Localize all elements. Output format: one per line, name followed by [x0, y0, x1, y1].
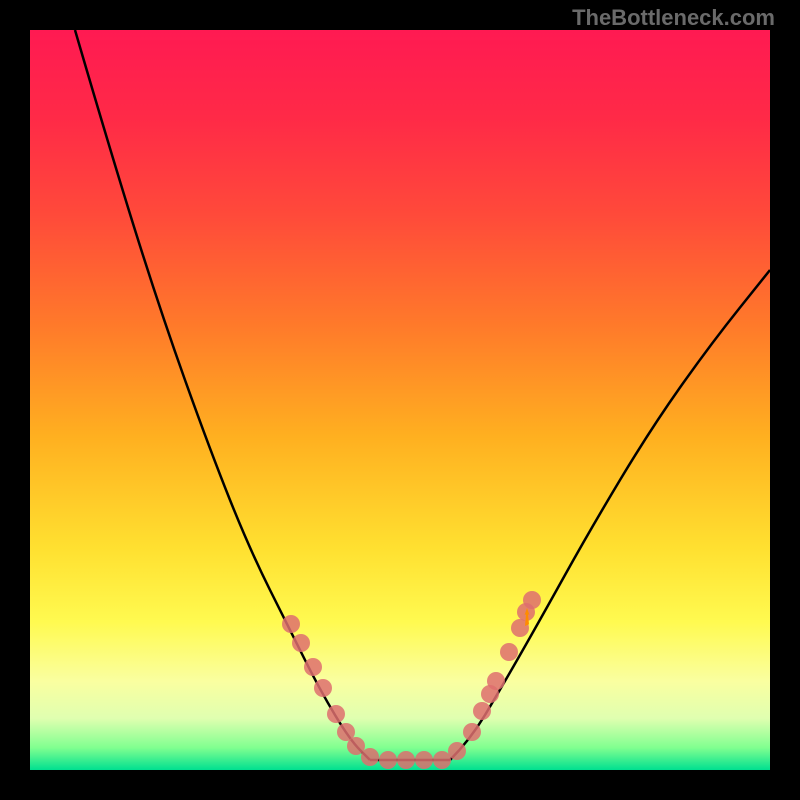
- datapoint-marker: [448, 742, 466, 760]
- chart-container: [30, 30, 770, 770]
- datapoint-marker: [500, 643, 518, 661]
- watermark-text: TheBottleneck.com: [572, 5, 775, 31]
- datapoint-marker: [327, 705, 345, 723]
- datapoint-marker: [523, 591, 541, 609]
- datapoint-marker: [433, 751, 451, 769]
- datapoint-marker: [415, 751, 433, 769]
- datapoint-marker: [487, 672, 505, 690]
- gradient-background: [30, 30, 770, 770]
- datapoint-marker: [314, 679, 332, 697]
- datapoint-marker: [304, 658, 322, 676]
- bottleneck-chart: [30, 30, 770, 770]
- datapoint-marker: [347, 737, 365, 755]
- datapoint-marker: [379, 751, 397, 769]
- datapoint-marker: [397, 751, 415, 769]
- datapoint-marker: [282, 615, 300, 633]
- datapoint-marker: [473, 702, 491, 720]
- datapoint-marker: [361, 748, 379, 766]
- datapoint-marker: [292, 634, 310, 652]
- datapoint-marker: [463, 723, 481, 741]
